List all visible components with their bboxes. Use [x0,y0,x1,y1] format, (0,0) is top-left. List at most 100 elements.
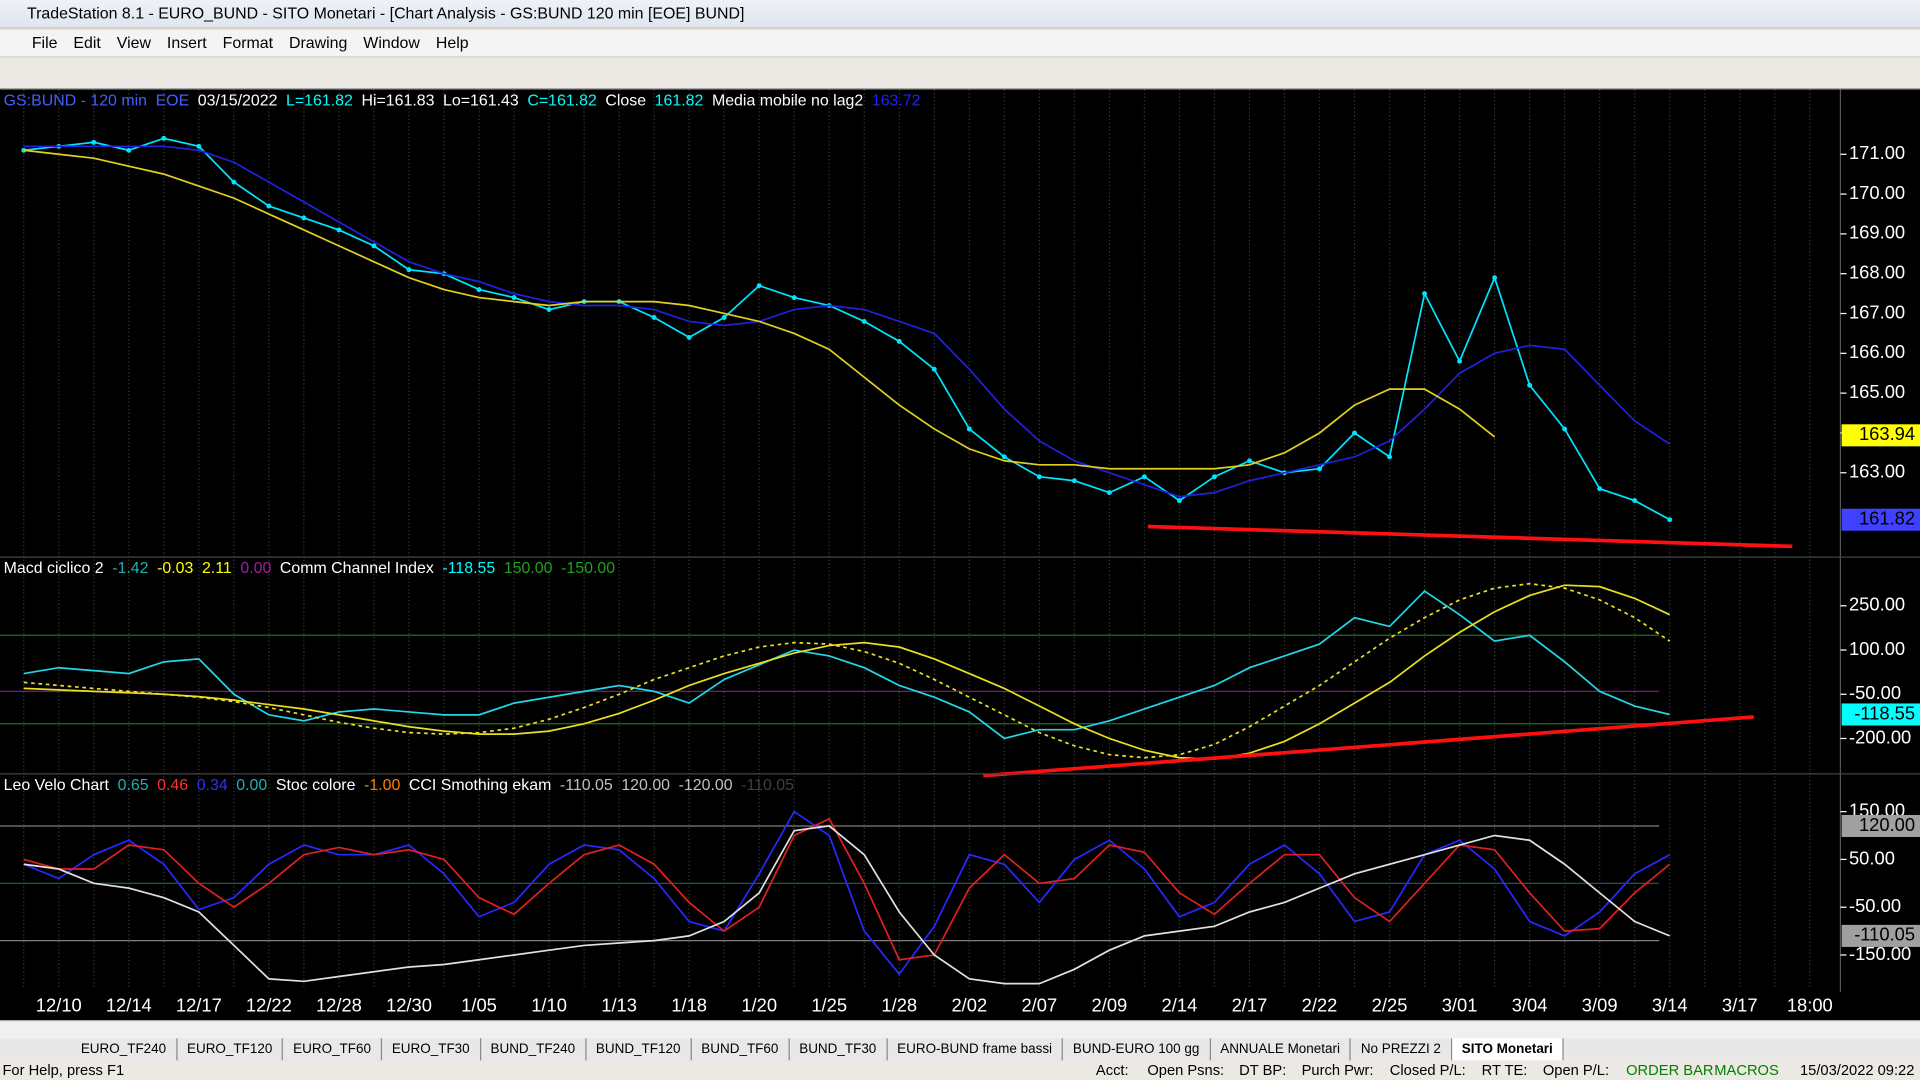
status-field: 15/03/2022 09:22 [1800,1061,1915,1079]
tab[interactable]: BUND_TF120 [586,1038,692,1061]
y-tick-label: 250.00 [1849,594,1905,615]
tab[interactable]: ANNUALE Monetari [1210,1038,1352,1061]
trend-line [1147,524,1793,549]
x-tick-label: 3/04 [1512,994,1548,1015]
data-point [896,338,902,344]
x-tick-label: 2/09 [1092,994,1128,1015]
data-point [1422,291,1428,297]
x-tick-label: 3/09 [1582,994,1618,1015]
data-point [721,315,727,320]
header-item: EOE [155,90,190,109]
menu-item[interactable]: Help [435,33,469,52]
x-tick-label: 2/22 [1302,994,1338,1015]
series-line [23,589,1670,740]
x-axis-bg [0,991,1920,1020]
series-line [23,810,1671,976]
tab[interactable]: SITO Monetari [1451,1038,1564,1061]
tab[interactable]: EURO-BUND frame bassi [887,1038,1064,1061]
data-point [161,135,167,141]
x-tick-label: 3/17 [1722,994,1758,1015]
tab[interactable]: BUND-EURO 100 gg [1063,1038,1211,1061]
series-line [23,149,1496,470]
status-field: Acct: [1095,1061,1129,1079]
header-item: 120.00 [621,775,671,794]
data-point [1176,498,1182,504]
data-point [1212,474,1217,480]
menu-item[interactable]: File [31,33,58,52]
x-tick-label: 1/28 [881,994,917,1015]
series-line [23,584,1671,761]
header-item: 0.46 [157,775,189,794]
header-item: -0.03 [157,558,194,577]
menu-item[interactable]: Insert [166,33,207,52]
last-value-label: 161.82 [1859,508,1915,529]
tab[interactable]: BUND_TF60 [691,1038,790,1061]
pane-header: Leo Velo Chart 0.65 0.46 0.34 0.00 Stoc color… [4,775,803,793]
data-point [1457,358,1463,364]
tab[interactable]: No PREZZI 2 [1351,1038,1452,1061]
y-tick-label: 163.00 [1849,461,1905,482]
header-item: Hi=161.83 [361,90,435,109]
data-point [1352,430,1357,436]
header-item: 0.65 [117,775,149,794]
tab[interactable]: EURO_TF120 [177,1038,284,1061]
x-tick-label: 1/05 [461,994,497,1015]
data-point [476,287,482,293]
status-field: Open Psns: [1147,1061,1225,1079]
y-tick-label: 167.00 [1849,301,1905,322]
data-point [931,366,937,372]
data-point [1106,490,1112,496]
series-line [23,582,1671,759]
scrollbar[interactable] [0,1020,1920,1040]
status-field: ORDER BAR [1626,1061,1714,1079]
toolbar [0,57,1920,90]
x-tick-label: 1/18 [671,994,707,1015]
data-point [756,283,762,289]
tab-bar: EURO_TF240 EURO_TF120 EURO_TF60 EURO_TF30 BU… [0,1038,1920,1061]
last-value-label: 120.00 [1859,814,1915,835]
data-point [1492,275,1498,281]
y-tick-label: -200.00 [1849,726,1911,747]
x-tick-label: 12/17 [176,994,222,1015]
tab[interactable]: EURO_TF240 [71,1038,178,1061]
header-item: L=161.82 [286,90,353,109]
status-field: For Help, press F1 [2,1061,125,1079]
x-tick-label: 2/14 [1162,994,1198,1015]
x-tick-label: 1/20 [741,994,777,1015]
menu-item[interactable]: Edit [73,33,101,52]
y-tick-label: 171.00 [1849,142,1905,163]
data-point [1597,486,1603,492]
header-item: -110.05 [741,775,794,794]
data-point [686,334,692,340]
header-item: Media mobile no lag2 [711,90,864,109]
menu-item[interactable]: Format [222,33,274,52]
tab[interactable]: BUND_TF30 [789,1038,888,1061]
tab[interactable]: BUND_TF240 [481,1038,587,1061]
data-point [511,295,517,301]
menu-item[interactable]: Drawing [288,33,348,52]
header-item: Macd ciclico 2 [3,558,104,577]
tab[interactable]: EURO_TF60 [283,1038,383,1061]
menu-item[interactable]: View [116,33,151,52]
data-point [266,203,272,209]
last-value-label: -110.05 [1854,924,1915,945]
status-field: DT BP: [1239,1061,1287,1079]
x-tick-label: 2/02 [951,994,987,1015]
header-item: -120.00 [678,775,733,794]
x-tick-label: 1/25 [811,994,847,1015]
last-value-label: 163.94 [1859,423,1915,444]
data-point [1036,474,1042,480]
header-item: C=161.82 [527,90,597,109]
tab[interactable]: EURO_TF30 [382,1038,481,1061]
pane [21,135,1673,523]
series-line [23,145,1671,498]
header-item: 150.00 [503,558,553,577]
menu-bar: File Edit View Insert Format Drawing Window Hel… [0,29,1920,57]
menu-item[interactable]: Window [363,33,420,52]
status-field: MACROS [1714,1061,1779,1079]
data-point [301,215,307,221]
x-tick-label: 12/14 [106,994,152,1015]
data-point [861,319,867,324]
data-point [196,143,202,149]
